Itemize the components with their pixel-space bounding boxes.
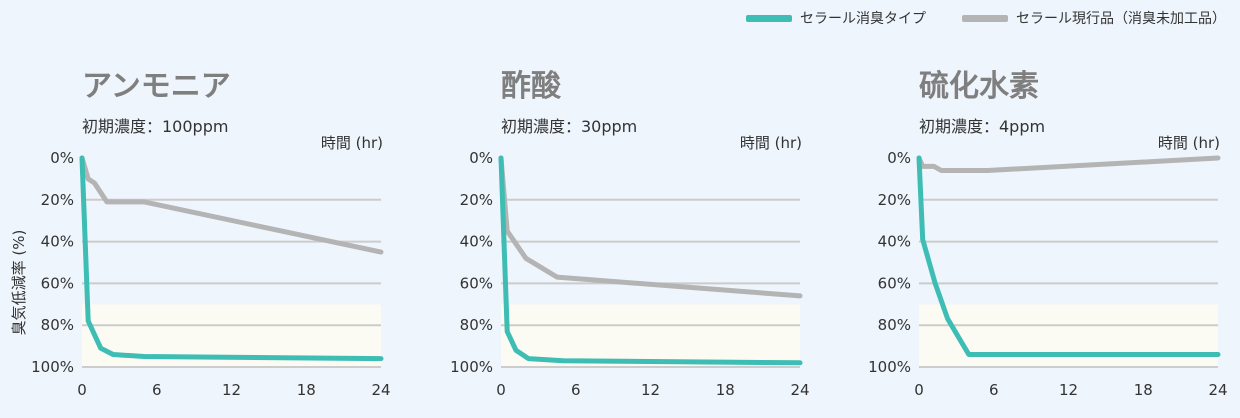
series-line-series1 bbox=[498, 155, 803, 366]
highlight-band bbox=[919, 304, 1218, 367]
legend-label-series1: セラール消臭タイプ bbox=[800, 11, 926, 27]
series-line-series1 bbox=[79, 155, 384, 362]
x-tick-label: 6 bbox=[571, 381, 581, 399]
x-tick-label: 24 bbox=[790, 381, 809, 399]
x-tick-label: 24 bbox=[371, 381, 390, 399]
legend-item-series2[interactable]: セラール現行品（消臭未加工品） bbox=[962, 8, 1226, 28]
y-tick-label: 100% bbox=[31, 358, 74, 376]
legend-swatch-series1 bbox=[746, 14, 792, 22]
legend-swatch-series2 bbox=[962, 14, 1008, 22]
y-tick-label: 40% bbox=[460, 233, 493, 251]
x-tick-label: 6 bbox=[989, 381, 999, 399]
chart-subtitle: 初期濃度：30ppm bbox=[501, 117, 637, 136]
x-tick-label: 18 bbox=[297, 381, 316, 399]
legend: セラール消臭タイプ セラール現行品（消臭未加工品） bbox=[746, 8, 1226, 28]
x-tick-label: 12 bbox=[222, 381, 241, 399]
chart-title: 酢酸 bbox=[501, 69, 562, 104]
chart-title: アンモニア bbox=[82, 69, 231, 104]
x-tick-label: 18 bbox=[1134, 381, 1153, 399]
y-tick-label: 60% bbox=[460, 274, 493, 292]
chart-subtitle: 初期濃度：100ppm bbox=[82, 117, 228, 136]
y-axis-label: 臭気低減率 (%) bbox=[10, 230, 28, 336]
series-line-series2 bbox=[79, 155, 384, 255]
y-tick-label: 0% bbox=[469, 149, 493, 167]
series-line-series2 bbox=[916, 155, 1221, 173]
y-tick-label: 60% bbox=[878, 274, 911, 292]
x-axis-label: 時間 (hr) bbox=[740, 134, 802, 152]
y-tick-label: 40% bbox=[41, 233, 74, 251]
x-tick-label: 0 bbox=[914, 381, 924, 399]
chart-subtitle: 初期濃度：4ppm bbox=[919, 117, 1045, 136]
x-tick-label: 24 bbox=[1208, 381, 1227, 399]
y-tick-label: 20% bbox=[460, 191, 493, 209]
x-tick-label: 12 bbox=[641, 381, 660, 399]
y-tick-label: 0% bbox=[887, 149, 911, 167]
series-line-series1 bbox=[916, 155, 1221, 357]
x-tick-label: 12 bbox=[1059, 381, 1078, 399]
y-tick-label: 0% bbox=[50, 149, 74, 167]
y-tick-label: 100% bbox=[450, 358, 493, 376]
y-tick-label: 100% bbox=[868, 358, 911, 376]
x-axis-label: 時間 (hr) bbox=[1158, 134, 1220, 152]
x-tick-label: 0 bbox=[496, 381, 506, 399]
highlight-band bbox=[501, 304, 800, 367]
x-axis-label: 時間 (hr) bbox=[321, 134, 383, 152]
legend-label-series2: セラール現行品（消臭未加工品） bbox=[1016, 11, 1226, 27]
y-tick-label: 80% bbox=[41, 316, 74, 334]
x-tick-label: 6 bbox=[152, 381, 162, 399]
series-line-series2 bbox=[498, 155, 803, 299]
y-tick-label: 80% bbox=[460, 316, 493, 334]
y-tick-label: 60% bbox=[41, 274, 74, 292]
y-tick-label: 20% bbox=[41, 191, 74, 209]
y-tick-label: 40% bbox=[878, 233, 911, 251]
x-tick-label: 0 bbox=[77, 381, 87, 399]
y-tick-label: 80% bbox=[878, 316, 911, 334]
chart-title: 硫化水素 bbox=[919, 69, 1039, 104]
y-tick-label: 20% bbox=[878, 191, 911, 209]
legend-item-series1[interactable]: セラール消臭タイプ bbox=[746, 8, 926, 28]
x-tick-label: 18 bbox=[716, 381, 735, 399]
